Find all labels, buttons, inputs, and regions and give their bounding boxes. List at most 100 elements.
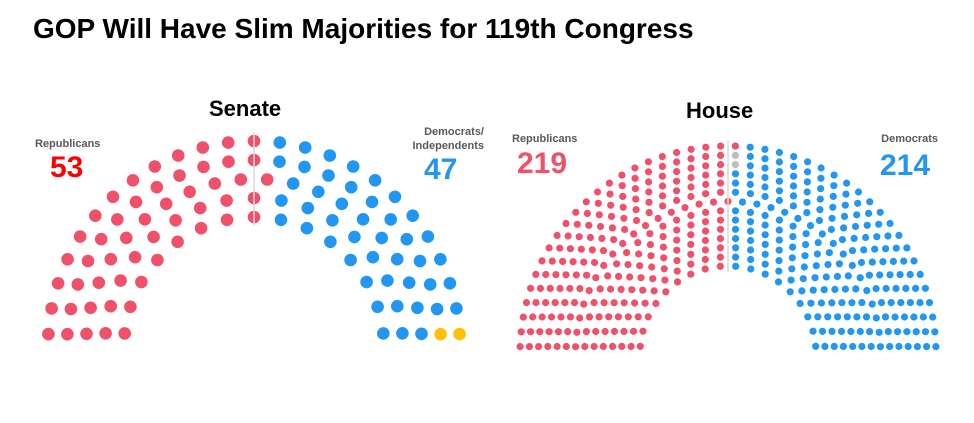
senate-seat-republicans [61,327,74,341]
house-seat-republicans [702,208,710,216]
house-seat-democrats [867,342,875,351]
senate-seat-republicans [120,231,133,245]
senate-seat-democrats [388,190,402,204]
senate-seat-democrats [430,302,444,316]
house-seat-republicans [614,313,623,321]
senate-seat-republicans [193,201,207,215]
house-seat-republicans [658,153,666,161]
house-seat-republicans [632,206,640,214]
house-seat-democrats [828,214,836,222]
house-seat-republicans [660,254,668,262]
house-seat-democrats [806,222,815,230]
house-seat-republicans [599,247,608,255]
senate-seat-republicans [124,300,137,314]
house-seat-republicans [634,313,642,321]
house-seat-republicans [562,271,570,279]
house-seat-republicans [716,253,725,261]
house-seat-republicans [687,183,695,191]
house-seat-democrats [798,287,806,295]
house-seat-democrats [789,202,798,210]
house-seat-republicans [535,343,543,351]
house-seat-democrats [761,231,769,239]
house-seat-republicans [608,224,617,232]
senate-seat-republicans [92,276,106,290]
house-seat-democrats [821,342,829,350]
house-seat-democrats [868,300,876,308]
house-seat-democrats [895,231,903,239]
house-seat-republicans [585,287,593,295]
house-seat-republicans [562,342,570,351]
house-seat-republicans [569,258,577,266]
house-seat-democrats [913,343,922,351]
house-seat-democrats [817,164,825,172]
house-seat-republicans [582,198,590,206]
house-seat-republicans [658,162,667,170]
house-seat-democrats [775,158,784,166]
house-seat-republicans [593,188,602,196]
house-seat-democrats [850,234,858,242]
house-seat-democrats [812,262,820,270]
house-seat-democrats [732,244,740,252]
house-seat-vacant [731,161,740,169]
house-seat-republicans [626,273,634,281]
house-seat-democrats [799,275,807,283]
house-seat-republicans [606,190,614,198]
senate-seat-democrats [360,275,373,289]
house-seat-republicans [607,212,616,220]
house-seat-democrats [839,342,848,350]
house-seat-democrats [761,155,769,163]
house-seat-democrats [830,182,838,190]
house-seat-democrats [761,164,769,172]
house-seat-arc [516,140,940,351]
senate-seat-republicans [171,235,184,249]
house-seat-democrats [862,233,870,242]
house-seat-democrats [761,145,769,153]
house-seat-republicans [641,222,650,230]
house-seat-democrats [809,327,817,335]
house-seat-republicans [641,299,649,307]
senate-seat-independents [453,327,466,341]
senate-seat-republicans [151,253,164,267]
senate-seat-republicans [171,149,185,162]
house-seat-democrats [841,201,849,209]
house-seat-democrats [781,208,789,216]
house-seat-democrats [802,241,810,249]
house-seat-democrats [838,236,847,244]
house-seat-democrats [761,270,769,278]
house-seat-democrats [796,299,804,308]
house-seat-republicans [673,177,681,185]
house-seat-democrats [863,287,871,295]
house-seat-democrats [879,258,887,266]
house-seat-democrats [824,313,832,321]
senate-seat-republicans [138,213,152,226]
house-seat-democrats [789,192,798,200]
house-seat-republicans [618,342,626,350]
house-seat-democrats [900,313,909,321]
house-seat-republicans [551,299,559,307]
house-seat-democrats [775,187,784,195]
house-seat-republicans [662,288,670,296]
house-seat-democrats [747,265,755,273]
senate-seat-democrats [298,141,312,154]
senate-seat-democrats [421,230,435,243]
house-seat-democrats [803,188,811,196]
house-seat-republicans [673,246,681,254]
house-seat-democrats [761,260,769,268]
house-seat-democrats [848,261,856,270]
house-seat-democrats [906,270,914,279]
house-seat-republicans [687,155,695,163]
house-seat-republicans [687,221,695,229]
house-seat-republicans [538,257,546,265]
house-seat-democrats [828,299,836,307]
house-seat-democrats [884,328,892,336]
house-seat-democrats [919,313,927,321]
house-seat-republicans [582,328,591,336]
house-seat-democrats [853,313,861,321]
house-seat-democrats [833,272,842,280]
senate-seat-republicans [84,301,97,315]
house-seat-democrats [818,230,826,238]
house-seat-democrats [787,276,795,284]
house-seat-democrats [761,192,769,201]
senate-seat-republicans [150,180,164,194]
house-seat-republicans [542,270,550,279]
